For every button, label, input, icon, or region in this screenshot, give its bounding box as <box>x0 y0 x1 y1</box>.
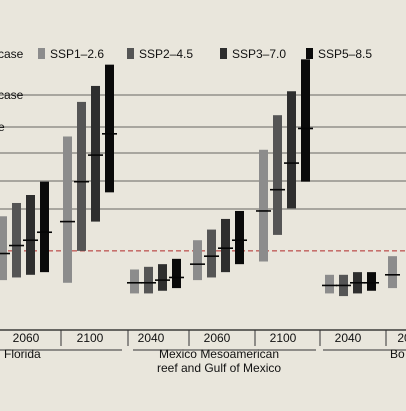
range-bar <box>172 258 181 289</box>
range-bar <box>105 64 114 193</box>
range-bar <box>207 229 216 278</box>
range-bar <box>221 218 230 273</box>
year-label: 2100 <box>77 331 104 345</box>
range-bar <box>144 266 153 294</box>
range-bar <box>26 195 35 275</box>
year-label: 2040 <box>335 331 362 345</box>
region-label: Bo <box>390 347 405 361</box>
legend-label: SSP1–2.6 <box>50 47 104 61</box>
range-bar <box>259 149 268 262</box>
range-bar <box>367 272 376 291</box>
range-bar <box>388 256 397 289</box>
range-bar <box>325 274 334 294</box>
range-bar <box>287 91 296 209</box>
axis-annotation: case <box>0 88 24 102</box>
legend-swatch <box>220 48 227 59</box>
legend-label: case <box>0 47 24 61</box>
legend-swatch <box>127 48 134 59</box>
year-label: 2100 <box>270 331 297 345</box>
range-bar <box>0 216 7 281</box>
range-bar <box>12 202 21 278</box>
axis-annotation: e <box>0 120 5 134</box>
range-bar <box>91 85 100 222</box>
range-bar <box>301 59 310 182</box>
legend-label: SSP2–4.5 <box>139 47 193 61</box>
range-bar <box>40 181 49 273</box>
legend-label: SSP3–7.0 <box>232 47 286 61</box>
region-label: reef and Gulf of Mexico <box>157 361 281 375</box>
range-bar <box>63 136 72 283</box>
region-label: Mexico Mesoamerican <box>159 347 279 361</box>
range-bar <box>77 101 86 251</box>
range-bar <box>130 269 139 294</box>
range-bar <box>158 264 167 291</box>
legend-label: SSP5–8.5 <box>318 47 372 61</box>
range-bar <box>273 115 282 235</box>
legend-swatch <box>306 48 313 59</box>
year-label: 2060 <box>13 331 40 345</box>
range-bar <box>235 210 244 265</box>
region-label: Florida <box>4 347 41 361</box>
legend-swatch <box>38 48 45 59</box>
range-bar <box>193 240 202 281</box>
year-label: 2040 <box>138 331 165 345</box>
year-label: 2060 <box>204 331 231 345</box>
year-label: 20 <box>397 331 406 345</box>
